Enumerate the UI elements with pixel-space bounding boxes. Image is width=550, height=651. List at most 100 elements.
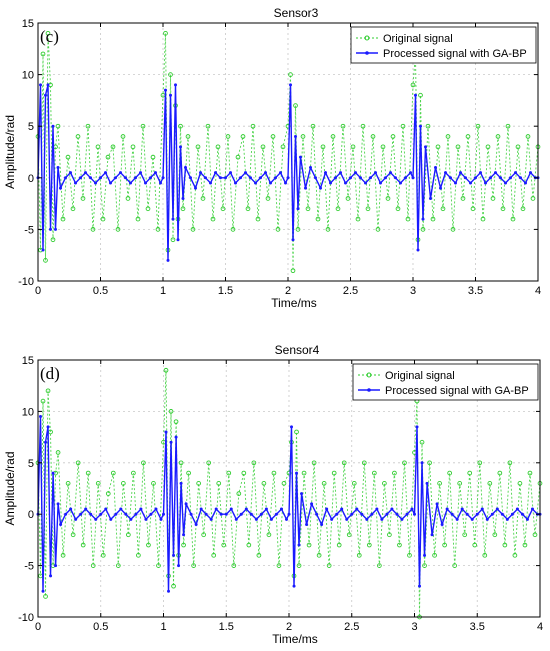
data-point-original	[455, 144, 461, 150]
data-point-original	[510, 216, 516, 222]
data-point-original	[507, 460, 513, 466]
y-tick-label: 5	[28, 458, 34, 470]
data-point-original	[286, 470, 292, 476]
data-point-original	[250, 123, 256, 129]
data-point-processed	[339, 171, 342, 175]
data-point-original	[395, 206, 401, 212]
data-point-processed	[384, 176, 387, 180]
data-point-original	[270, 134, 276, 139]
y-tick-label: 10	[22, 70, 34, 82]
data-point-original	[226, 470, 232, 476]
data-point-processed	[74, 517, 78, 521]
data-point-original	[145, 206, 151, 212]
data-point-original	[95, 144, 101, 150]
data-point-processed	[429, 196, 432, 200]
data-point-processed	[529, 171, 532, 175]
data-point-processed	[299, 155, 302, 159]
y-tick-label: 0	[28, 173, 34, 185]
data-point-original	[95, 481, 101, 486]
data-point-original	[427, 460, 432, 466]
data-point-processed	[355, 507, 359, 511]
data-point-original	[311, 460, 317, 466]
data-point-processed	[345, 517, 349, 521]
data-point-processed	[254, 181, 257, 185]
data-point-processed	[51, 124, 55, 128]
data-point-processed	[124, 512, 128, 516]
data-point-original	[340, 123, 346, 129]
data-point-original	[40, 51, 46, 57]
data-point-processed	[409, 171, 412, 175]
data-point-processed	[109, 517, 113, 521]
data-point-original	[487, 481, 493, 486]
data-point-processed	[181, 196, 185, 200]
data-point-processed	[350, 512, 354, 516]
data-point-processed	[374, 171, 377, 175]
data-point-original	[231, 563, 237, 568]
y-tick-label: -10	[18, 612, 34, 624]
data-point-original	[210, 216, 216, 222]
data-point-original	[331, 470, 337, 476]
legend-marker-original	[364, 35, 370, 41]
data-point-processed	[423, 553, 427, 557]
data-point-original	[517, 481, 523, 486]
data-point-processed	[394, 176, 397, 180]
x-tick-label: 2	[286, 621, 292, 633]
data-point-original	[271, 470, 277, 476]
data-point-original	[80, 542, 86, 548]
data-point-original	[215, 144, 221, 150]
data-point-original	[90, 563, 96, 568]
data-point-processed	[69, 171, 72, 175]
data-point-processed	[305, 522, 309, 526]
data-point-original	[365, 206, 371, 212]
data-point-processed	[344, 181, 347, 185]
data-point-processed	[209, 517, 213, 521]
data-point-processed	[194, 186, 197, 190]
x-axis-label: Time/ms	[272, 632, 318, 646]
data-point-processed	[330, 517, 334, 521]
data-point-original	[450, 227, 456, 232]
data-point-processed	[479, 171, 482, 175]
data-point-processed	[450, 512, 454, 516]
data-point-original	[221, 542, 227, 548]
data-point-original	[290, 268, 296, 274]
data-point-processed	[445, 507, 449, 511]
data-point-processed	[297, 543, 301, 547]
data-point-processed	[304, 186, 307, 190]
data-point-original	[447, 470, 452, 476]
data-point-original	[185, 134, 191, 139]
data-point-processed	[395, 512, 399, 516]
data-point-original	[105, 491, 111, 496]
data-point-original	[351, 481, 357, 486]
data-point-processed	[444, 171, 447, 175]
data-point-original	[402, 460, 407, 466]
data-point-original	[196, 481, 201, 486]
data-point-processed	[79, 176, 82, 180]
data-point-original	[220, 206, 226, 212]
data-point-processed	[369, 176, 372, 180]
data-point-original	[500, 206, 506, 212]
data-point-processed	[219, 512, 223, 516]
data-point-original	[195, 144, 201, 150]
data-point-original	[515, 144, 521, 150]
x-tick-label: 1	[160, 621, 166, 633]
data-point-processed	[59, 522, 63, 526]
data-point-original	[246, 542, 252, 548]
data-point-original	[130, 144, 136, 150]
data-point-processed	[399, 181, 402, 185]
data-point-processed	[419, 124, 422, 128]
data-point-original	[301, 470, 307, 476]
data-point-original	[382, 481, 387, 486]
data-point-processed	[49, 574, 53, 578]
data-point-processed	[404, 176, 407, 180]
x-tick-label: 0	[35, 621, 41, 633]
data-point-original	[60, 552, 66, 558]
data-point-original	[65, 481, 71, 486]
data-point-original	[400, 123, 406, 129]
data-point-processed	[179, 145, 182, 149]
data-point-original	[125, 196, 131, 201]
data-point-original	[43, 258, 48, 263]
data-point-original	[181, 542, 186, 548]
data-point-original	[522, 542, 528, 548]
data-point-processed	[286, 176, 290, 180]
data-point-original	[151, 481, 156, 486]
